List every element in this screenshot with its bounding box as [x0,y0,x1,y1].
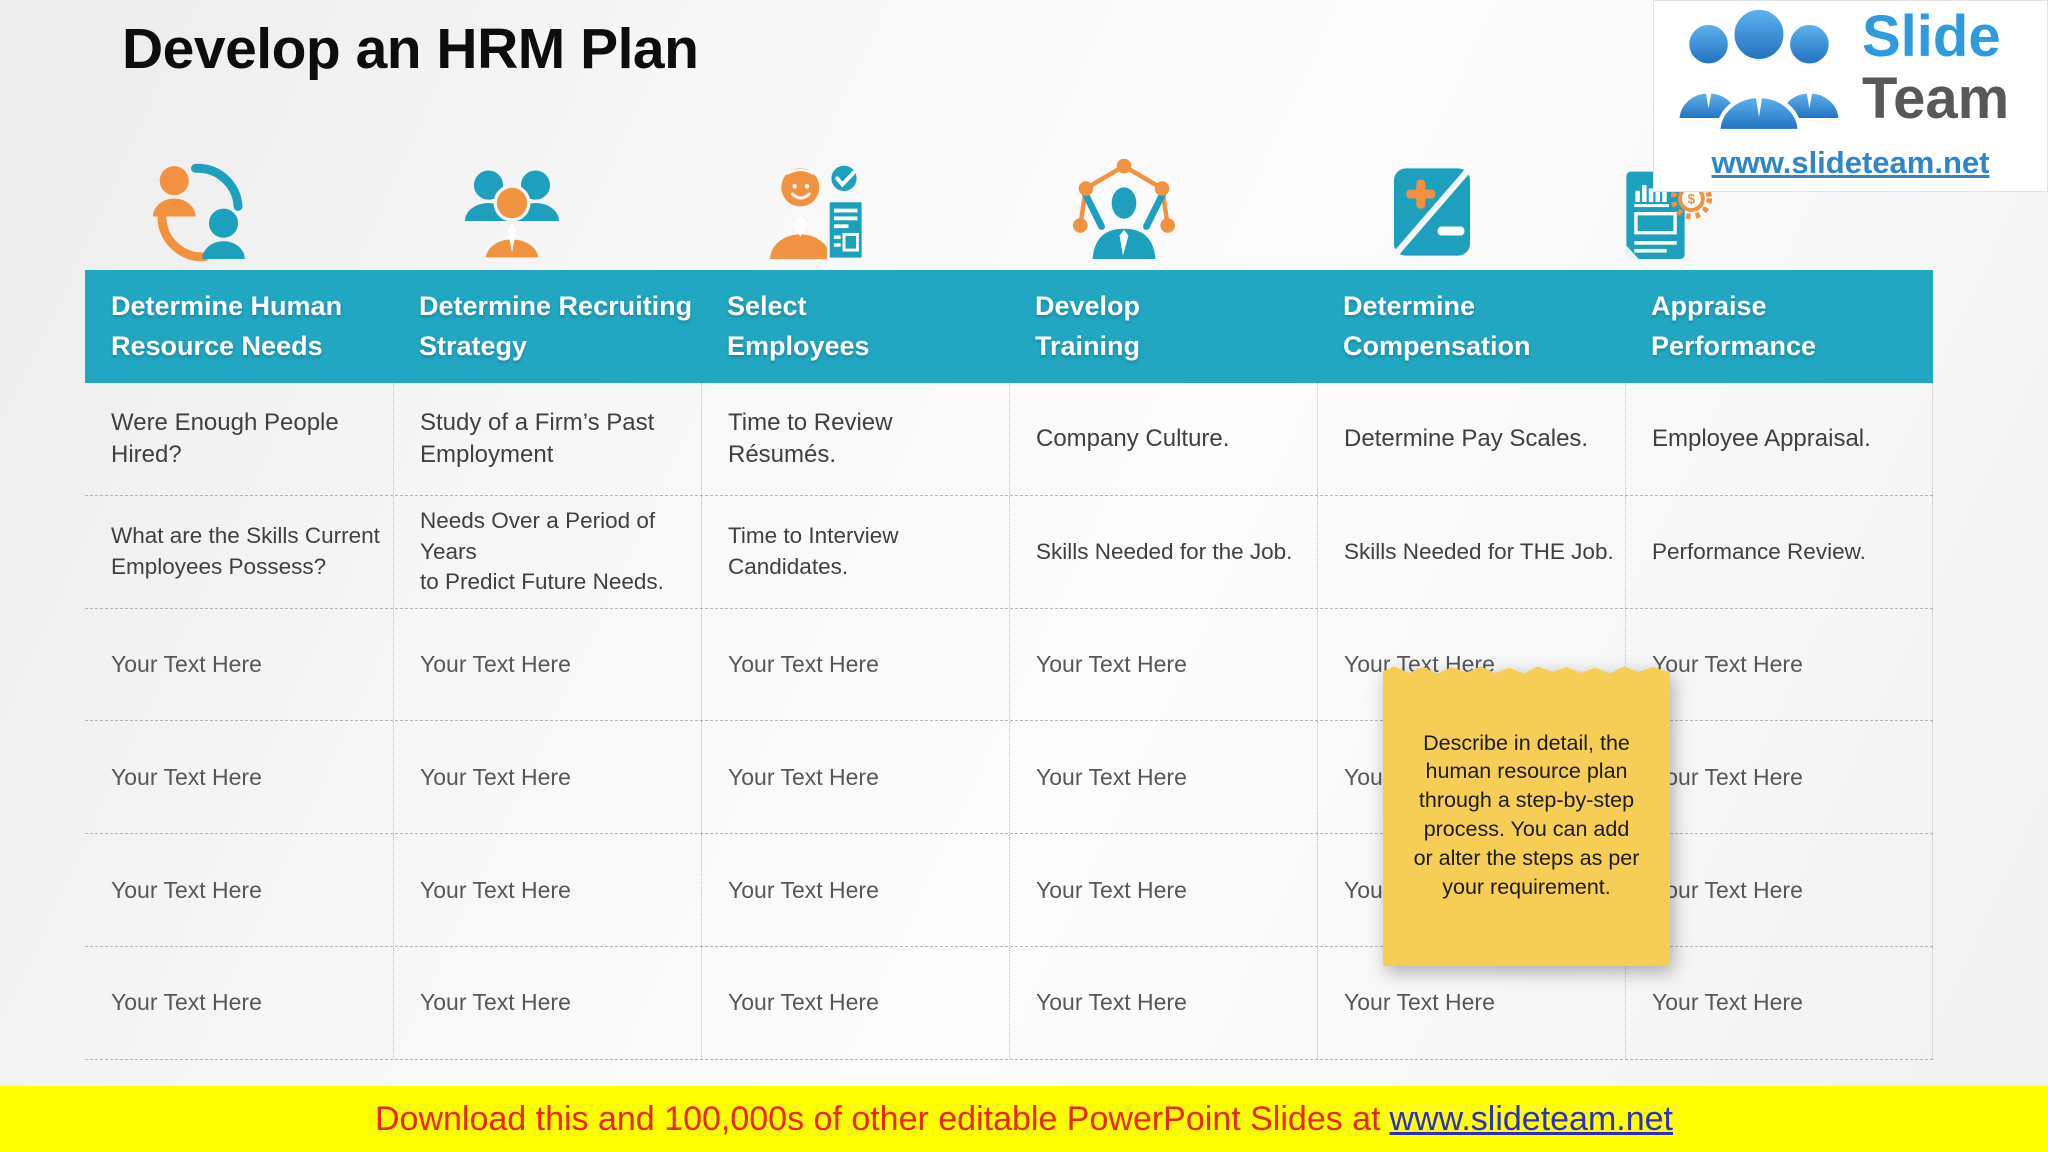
table-row: Were Enough People Hired? Study of a Fir… [85,383,1933,496]
table-body: Were Enough People Hired? Study of a Fir… [85,383,1933,1060]
column-header: Develop Training [1035,291,1141,361]
download-banner: Download this and 100,000s of other edit… [0,1086,2048,1152]
placeholder-cell: Your Text Here [393,721,701,834]
column-header: Determine Human Resource Needs [111,291,343,361]
placeholder-cell: Your Text Here [701,721,1009,834]
table-cell: What are the Skills Current Employees Po… [111,523,380,579]
placeholder-cell: Your Text Here [1625,834,1933,946]
table-row: Your Text Here Your Text Here Your Text … [85,946,1933,1060]
sticky-note: Describe in detail, the human resource p… [1383,664,1670,966]
staff-exchange-icon [142,156,258,268]
placeholder-cell: Your Text Here [393,834,701,946]
placeholder-cell: Your Text Here [393,608,701,721]
banner-url-link[interactable]: www.slideteam.net [1389,1099,1673,1138]
placeholder-cell: Your Text Here [111,763,262,790]
table-cell: Study of a Firm’s Past Employment [393,383,701,495]
banner-text: Download this and 100,000s of other edit… [374,1099,1381,1138]
placeholder-cell: Your Text Here [111,989,262,1016]
column-header: Select Employees [727,291,870,361]
team-group-icon [454,156,570,268]
placeholder-cell: Your Text Here [1625,721,1933,834]
placeholder-cell: Your Text Here [393,946,701,1059]
people-group-icon [1676,5,1842,134]
training-network-icon [1066,156,1182,268]
table-cell: Needs Over a Period of Years to Predict … [393,495,701,608]
placeholder-cell: Your Text Here [1009,946,1317,1059]
table-cell: Skills Needed for the Job. [1009,495,1317,608]
table-cell: Were Enough People Hired? [111,408,339,468]
candidate-check-icon [758,156,874,268]
sticky-note-text: Describe in detail, the human resource p… [1383,666,1670,966]
report-gear-icon: $ [1602,156,1718,268]
table-cell: Time to Interview Candidates. [701,495,1009,608]
logo-url-link[interactable]: www.slideteam.net [1711,145,1990,180]
column-header: Determine Recruiting Strategy [419,291,693,361]
page-title: Develop an HRM Plan [122,17,699,81]
table-cell: Skills Needed for THE Job. [1317,495,1625,608]
plus-minus-icon [1374,156,1490,268]
logo-text-team: Team [1862,66,2010,131]
placeholder-cell: Your Text Here [701,946,1009,1059]
placeholder-cell: Your Text Here [1625,946,1933,1059]
column-header: Determine Compensation [1343,291,1531,361]
table-header-row: Determine Human Resource Needs Determine… [85,270,1933,383]
placeholder-cell: Your Text Here [1625,608,1933,721]
table-cell: Company Culture. [1009,383,1317,495]
placeholder-cell: Your Text Here [1009,608,1317,721]
placeholder-cell: Your Text Here [701,608,1009,721]
slideteam-logo: Slide Team www.slideteam.net [1653,0,2048,192]
table-row: What are the Skills Current Employees Po… [85,495,1933,609]
placeholder-cell: Your Text Here [701,834,1009,946]
table-cell: Determine Pay Scales. [1317,383,1625,495]
table-row: Your Text Here Your Text Here Your Text … [85,834,1933,947]
placeholder-cell: Your Text Here [1317,946,1625,1059]
column-header: Appraise Performance [1651,291,1817,361]
svg-text:$: $ [1688,192,1696,207]
placeholder-cell: Your Text Here [111,876,262,903]
placeholder-cell: Your Text Here [1009,834,1317,946]
table-row: Your Text Here Your Text Here Your Text … [85,608,1933,722]
table-cell: Employee Appraisal. [1625,383,1933,495]
placeholder-cell: Your Text Here [111,650,262,677]
logo-text-slide: Slide [1862,4,2001,69]
table-cell: Performance Review. [1625,495,1933,608]
placeholder-cell: Your Text Here [1009,721,1317,834]
table-cell: Time to Review Résumés. [701,383,1009,495]
